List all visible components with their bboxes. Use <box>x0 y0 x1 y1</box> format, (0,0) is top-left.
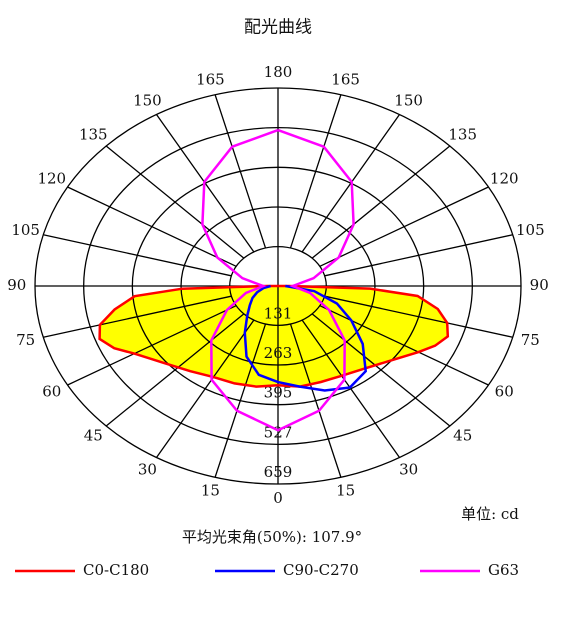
angle-label: 15 <box>336 482 355 500</box>
angle-label: 150 <box>133 92 162 110</box>
legend-label: G63 <box>488 561 519 579</box>
r-tick-label: 659 <box>264 463 293 481</box>
curve <box>98 284 450 388</box>
angle-label: 90 <box>530 276 549 294</box>
angle-label: 75 <box>521 331 540 349</box>
spoke <box>43 234 232 277</box>
angle-label: 120 <box>490 170 519 188</box>
area-fill <box>99 286 448 387</box>
angle-label: 150 <box>394 92 423 110</box>
spoke <box>289 323 342 478</box>
angle-label: 30 <box>138 460 157 478</box>
angle-label: 90 <box>7 276 26 294</box>
r-tick-label: 131 <box>264 304 293 322</box>
angle-label: 165 <box>331 70 360 88</box>
spoke <box>319 305 489 386</box>
spoke <box>105 145 245 259</box>
curve <box>243 284 368 392</box>
r-tick-label: 263 <box>264 344 293 362</box>
spoke <box>289 94 342 249</box>
spoke <box>67 186 237 267</box>
legend-label: C0-C180 <box>83 561 149 579</box>
spoke <box>324 234 513 277</box>
angle-label: 45 <box>84 427 103 445</box>
r-tick-label: 395 <box>264 384 293 402</box>
spoke <box>214 323 267 478</box>
angle-label: 75 <box>16 331 35 349</box>
curve <box>201 128 355 432</box>
spoke <box>43 295 232 338</box>
angle-label: 60 <box>495 382 514 400</box>
spoke <box>319 186 489 267</box>
angle-label: 135 <box>79 125 108 143</box>
angle-label: 105 <box>11 221 40 239</box>
spoke <box>324 295 513 338</box>
spoke <box>67 305 237 386</box>
chart-title: 配光曲线 <box>244 18 312 38</box>
angle-label: 0 <box>273 489 283 507</box>
angle-label: 180 <box>264 63 293 81</box>
spoke <box>214 94 267 249</box>
angle-label: 120 <box>37 170 66 188</box>
angle-label: 15 <box>201 482 220 500</box>
legend-label: C90-C270 <box>283 561 359 579</box>
spoke <box>311 313 451 427</box>
angle-label: 45 <box>453 427 472 445</box>
spoke <box>155 319 255 458</box>
angle-label: 60 <box>42 382 61 400</box>
angle-label: 105 <box>516 221 545 239</box>
angle-label: 165 <box>196 70 225 88</box>
spoke <box>105 313 245 427</box>
angle-label: 135 <box>448 125 477 143</box>
angle-label: 30 <box>399 460 418 478</box>
beam-angle: 平均光束角(50%): 107.9° <box>182 528 362 546</box>
spoke <box>301 319 401 458</box>
unit-label: 单位: cd <box>461 505 519 523</box>
spoke <box>311 145 451 259</box>
